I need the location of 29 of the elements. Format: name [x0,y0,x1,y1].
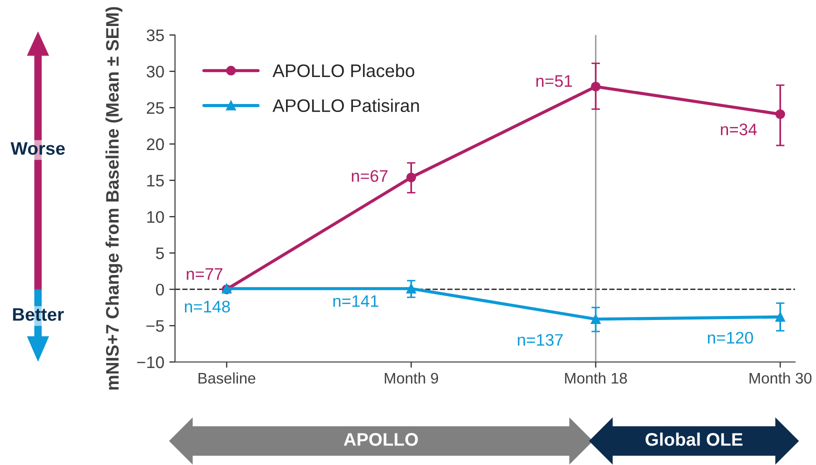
x-tick-label: Month 18 [565,372,627,384]
text: Worse [10,142,65,155]
legend-label: APOLLO Placebo [272,64,414,78]
text: APOLLO [344,433,418,446]
y-axis-title: mNIS+7 Change from Baseline (Mean ± SEM) [106,7,122,390]
y-tick-label: 10 [147,211,164,223]
annotation: n=34 [720,124,757,136]
annotation: n=120 [708,332,753,344]
x-tick-label: Month 30 [750,372,812,384]
annotation: n=51 [536,75,572,87]
annotation: n=67 [352,170,388,182]
y-tick-label: 20 [146,138,164,150]
text: Global OLE [646,432,742,446]
y-tick-label: −5 [146,320,164,332]
y-tick-label: 35 [146,29,164,42]
x-tick-label: Baseline [198,372,256,384]
y-tick-label: 15 [147,174,164,187]
y-tick-label: 30 [146,66,164,78]
annotation: n=141 [333,295,378,307]
legend-label: APOLLO Patisiran [272,98,419,112]
annotation: n=137 [518,334,563,346]
annotation: n=77 [186,268,222,280]
y-tick-label: 5 [156,248,164,260]
y-tick-label: 25 [146,102,164,114]
y-tick-label: 0 [156,284,164,296]
annotation: n=148 [184,300,230,313]
text: Better [13,308,64,321]
y-tick-label: −10 [137,356,164,368]
x-tick-label: Month 9 [384,372,438,384]
